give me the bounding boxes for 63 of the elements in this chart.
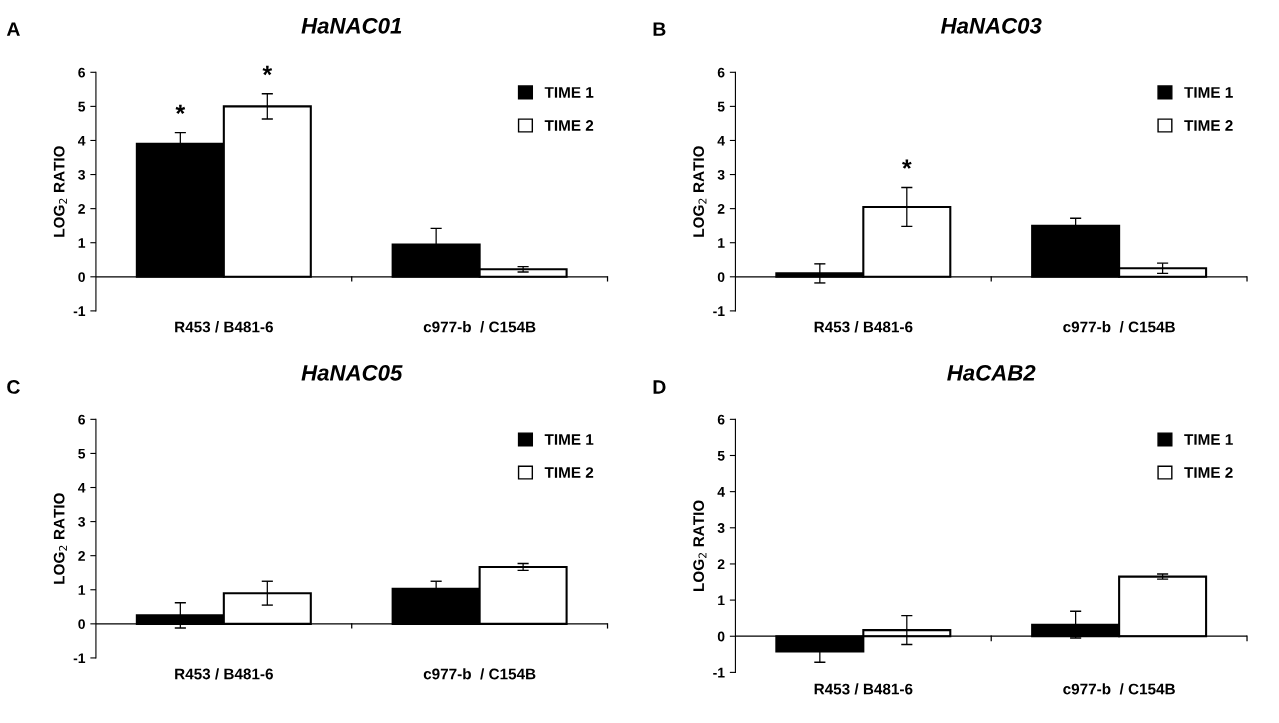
y-tick-label: 5 [717,101,725,112]
x-tick-label: R453 / B481-6 [175,321,273,333]
y-tick-label: 5 [78,101,86,112]
y-tick-label: 0 [717,631,725,642]
y-tick-label: -1 [73,653,86,663]
y-tick-label: 4 [78,135,86,146]
data-label: * [902,159,912,169]
data-label: * [262,65,273,76]
x-tick-label: c977-b / C154B [423,668,536,680]
legend-label: TIME 1 [544,87,594,98]
y-tick-label: 4 [717,135,725,146]
legend-label: TIME 1 [544,434,594,445]
y-tick-label: 0 [78,272,85,282]
x-tick-label: R453 / B481-6 [814,683,913,695]
legend-label: TIME 1 [1184,434,1233,445]
y-axis-title: LOG$_{2}$ RATIO [693,500,707,591]
text: A [6,22,20,36]
y-tick-label: 1 [78,238,86,248]
x-tick-label: R453 / B481-6 [814,321,913,333]
text: D [653,380,666,394]
y-tick-label: 3 [78,516,86,527]
legend-label: TIME 1 [1184,87,1233,98]
legend-label: TIME 2 [544,467,594,478]
text: B [653,22,666,36]
data-label: * [175,104,186,114]
chart-title: HaCAB2 [947,364,1036,381]
y-tick-label: 0 [78,619,85,630]
y-tick-label: 1 [718,238,725,248]
y-tick-label: -1 [713,306,725,316]
y-tick-label: -1 [73,306,86,316]
y-tick-label: 4 [717,487,725,497]
y-tick-label: 6 [78,414,86,425]
chart-title: HaNAC03 [940,17,1042,34]
y-tick-label: 2 [78,203,85,214]
chart-title: HaNAC05 [301,364,403,381]
y-tick-label: 1 [718,595,725,606]
y-tick-label: 1 [78,585,86,595]
y-axis-title: LOG$_{2}$ RATIO [693,146,707,237]
x-tick-label: R453 / B481-6 [175,668,273,680]
x-tick-label: c977-b / C154B [1063,321,1175,333]
y-tick-label: 2 [717,203,725,214]
y-axis-title: LOG$_{2}$ RATIO [53,146,67,237]
y-tick-label: 3 [717,169,725,180]
x-tick-label: c977-b / C154B [423,321,536,333]
y-tick-label: 2 [78,551,85,561]
legend-label: TIME 2 [1184,120,1233,131]
y-tick-label: 6 [717,414,725,425]
y-tick-label: 6 [78,67,86,78]
y-tick-label: 5 [78,448,86,459]
y-tick-label: 3 [717,523,725,533]
y-tick-label: 5 [717,450,725,461]
text: C [7,380,20,394]
y-tick-label: 6 [717,67,725,78]
chart-title: HaNAC01 [301,17,402,34]
y-tick-label: 4 [78,482,86,493]
y-tick-label: 2 [717,559,725,569]
y-tick-label: 0 [717,272,725,282]
x-tick-label: c977-b / C154B [1063,683,1175,695]
legend-label: TIME 2 [1184,467,1233,478]
y-tick-label: 3 [78,169,86,180]
y-axis-title: LOG$_{2}$ RATIO [53,493,67,584]
y-tick-label: -1 [713,667,725,678]
legend-label: TIME 2 [544,120,594,131]
